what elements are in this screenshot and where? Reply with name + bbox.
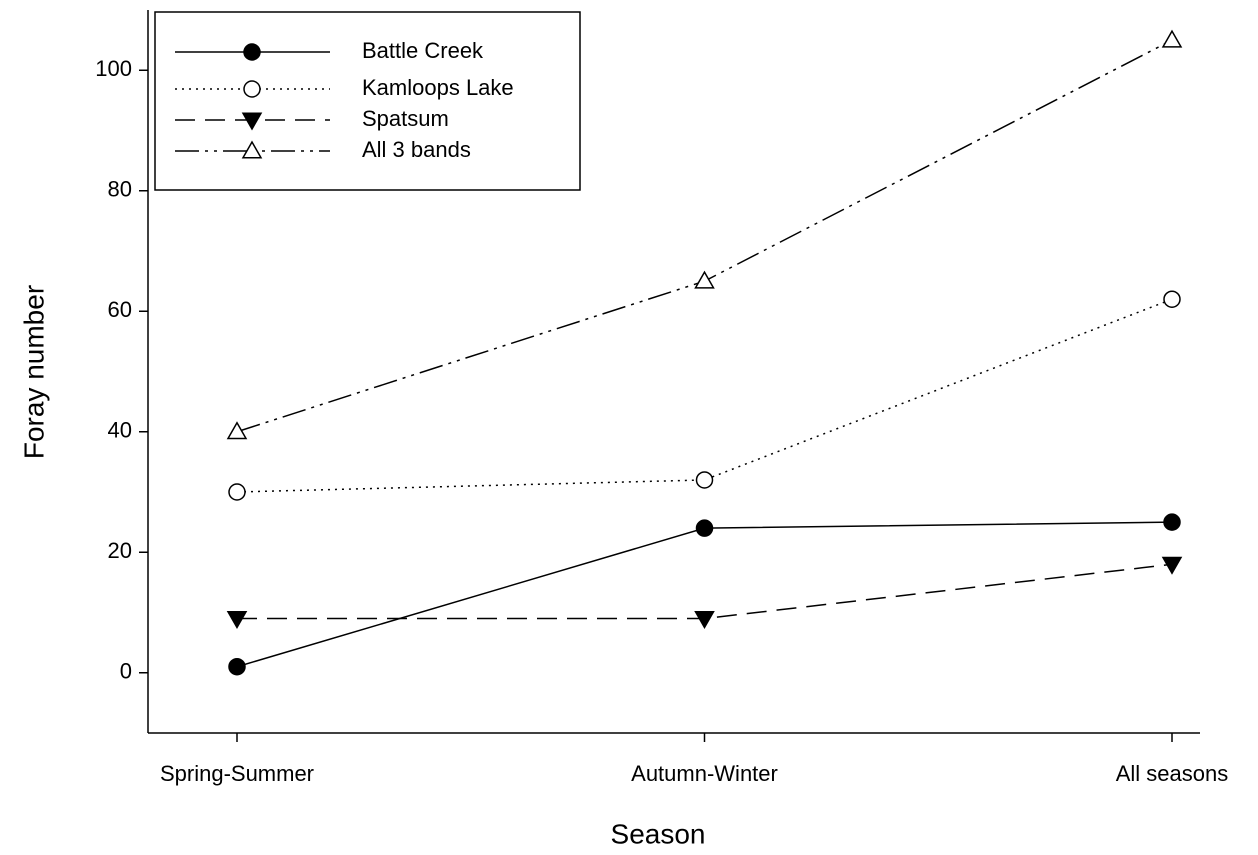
y-tick-label: 0	[120, 659, 132, 684]
y-axis-label: Foray number	[18, 285, 49, 459]
x-axis-label: Season	[611, 818, 706, 849]
y-tick-label: 60	[108, 297, 132, 322]
legend-label: Battle Creek	[362, 38, 484, 63]
series-line	[237, 563, 1173, 620]
legend-label: Spatsum	[362, 106, 449, 131]
y-tick-label: 80	[108, 177, 132, 202]
marker	[694, 270, 715, 289]
marker	[1163, 290, 1181, 308]
legend-box	[154, 11, 581, 191]
marker	[243, 43, 261, 61]
x-tick-label: Spring-Summer	[160, 761, 314, 786]
y-tick-label: 20	[108, 538, 132, 563]
marker	[695, 471, 714, 489]
marker	[228, 483, 246, 501]
y-tick-label: 40	[108, 418, 132, 443]
marker	[241, 140, 263, 159]
marker	[226, 421, 248, 440]
legend-label: All 3 bands	[362, 137, 471, 162]
y-tick-label: 100	[95, 56, 132, 81]
series-line	[236, 298, 1173, 493]
legend-label: Kamloops Lake	[362, 75, 514, 100]
marker	[241, 112, 263, 131]
marker	[226, 611, 248, 630]
marker	[1163, 513, 1181, 531]
marker	[228, 657, 246, 676]
marker	[243, 80, 261, 98]
series-line	[236, 521, 1173, 668]
marker	[1161, 556, 1183, 575]
marker	[694, 611, 715, 630]
marker	[1161, 29, 1183, 48]
marker	[695, 519, 714, 537]
x-tick-label: All seasons	[1116, 761, 1229, 786]
x-tick-label: Autumn-Winter	[631, 761, 778, 786]
